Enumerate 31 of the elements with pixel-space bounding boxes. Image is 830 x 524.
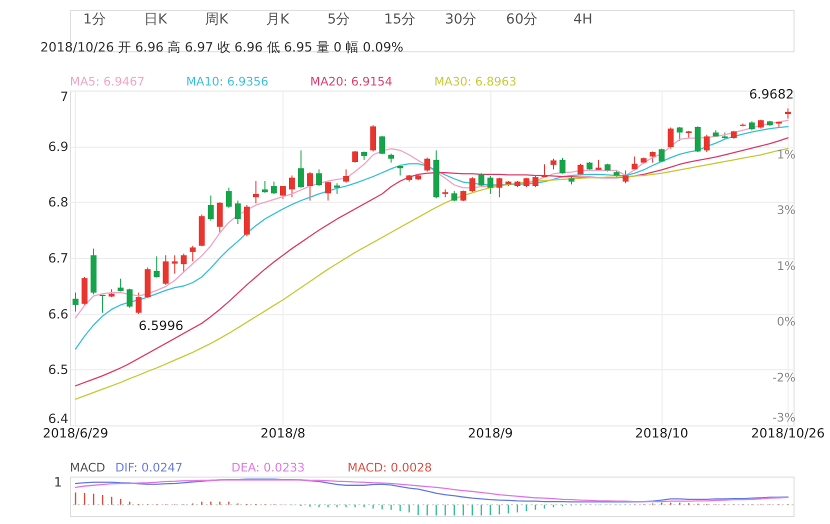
chart-title: MACD <box>70 460 106 475</box>
annotation: -2% <box>772 370 796 384</box>
annotation: 6.9682 <box>749 88 794 103</box>
y-tick-label: 6.6 <box>48 307 68 322</box>
annotation: 6.5996 <box>138 318 184 334</box>
x-tick-label: 2018/8 <box>260 426 306 442</box>
annotation: -3% <box>772 410 796 424</box>
annotation: 3% <box>776 203 796 218</box>
series-label: DIF: 0.0247 <box>115 460 183 475</box>
text: MA10: 6.9356 <box>186 74 268 89</box>
text: MA30: 6.8963 <box>434 74 516 89</box>
y-tick-label: 6.9 <box>48 140 68 155</box>
annotation: 1% <box>776 147 796 162</box>
chart-subtitle: 2018/10/26 开 6.96 高 6.97 收 6.96 低 6.95 量 0 幅 0.09% <box>40 39 404 56</box>
text: MACD: 0.0028 <box>348 460 432 475</box>
y-tick-label: 6.5 <box>48 363 68 378</box>
annotation: 1% <box>776 258 796 273</box>
chart-title: 1分 日K 周K 月K 5分 15分 30分 60分 4H <box>83 12 592 28</box>
y-tick-label: 6.8 <box>48 196 68 211</box>
annotation: 0% <box>776 314 796 329</box>
y-tick-label: 7 <box>60 90 68 105</box>
x-tick-label: 2018/10/26 <box>751 426 825 442</box>
x-tick-label: 2018/10 <box>635 426 688 442</box>
text: MA20: 6.9154 <box>310 74 392 89</box>
text: 1 <box>54 475 62 490</box>
y-tick-label: 6.7 <box>48 251 68 266</box>
text: MA5: 6.9467 <box>70 74 145 89</box>
x-tick-label: 2018/9 <box>468 426 513 442</box>
series-label: DEA: 0.0233 <box>231 460 305 475</box>
y-tick-label: 6.4 <box>48 412 68 427</box>
x-tick-label: 2018/6/29 <box>42 426 108 442</box>
